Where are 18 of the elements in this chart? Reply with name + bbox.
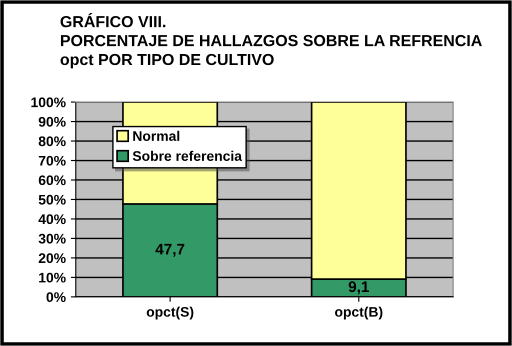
y-tick-label: 20%: [38, 253, 66, 264]
y-tick-label: 80%: [38, 136, 66, 146]
data-label: 9,1: [348, 281, 369, 294]
y-tick-label: 10%: [39, 272, 66, 283]
legend-label: Normal: [133, 130, 180, 141]
y-tick-label: 100%: [31, 97, 66, 108]
y-tick-label: 70%: [38, 156, 66, 166]
x-tick-label: opct(B): [335, 306, 382, 320]
y-tick-label: 30%: [38, 234, 66, 244]
x-tick-label: opct(S): [146, 306, 194, 320]
chart-title: GRÁFICO VIII. PORCENTAJE DE HALLAZGOS SOBRE LA REFRENCIA opct POR TIPO DE CULTIVO: [60, 12, 482, 68]
y-tick-label: 40%: [38, 214, 66, 224]
y-tick-label: 0%: [46, 292, 66, 302]
y-tick-label: 90%: [38, 116, 66, 127]
data-label: 47,7: [155, 244, 184, 257]
legend-label: Sobre referencia: [132, 150, 242, 161]
y-tick-label: 60%: [38, 175, 66, 186]
y-tick-label: 50%: [38, 194, 66, 205]
